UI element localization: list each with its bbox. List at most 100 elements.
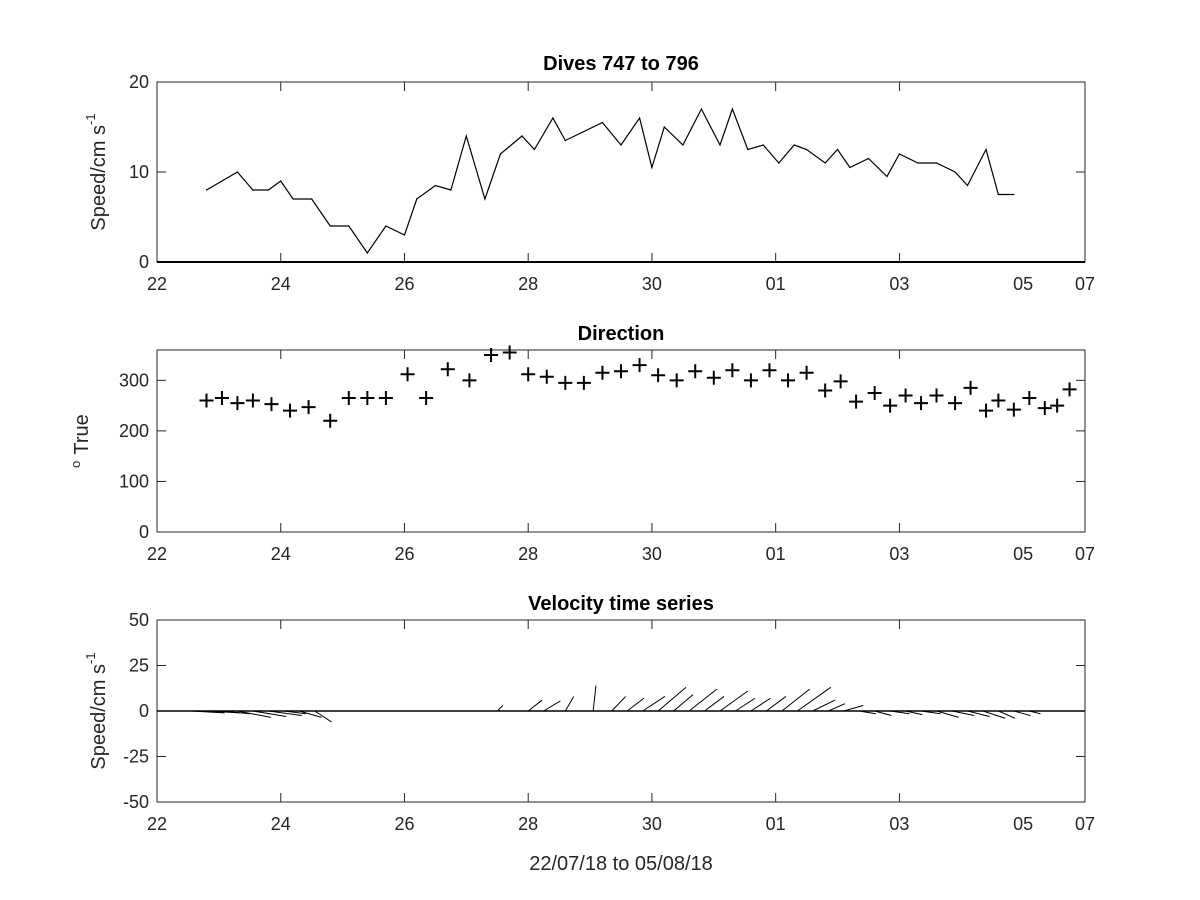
panel1-line-point: [385, 225, 387, 227]
panel2-marker-plus: [1062, 382, 1077, 397]
panel3-xtick-label: 07: [1075, 814, 1095, 834]
panel3-velocity-stick: [673, 694, 694, 712]
panel2-marker-plus: [1022, 391, 1037, 406]
panel3-ytick-label: 50: [129, 610, 149, 630]
panel1-line-point: [292, 198, 294, 200]
panel2-marker-plus: [360, 391, 375, 406]
panel3-velocity-stick: [859, 710, 876, 715]
panel3-ytick-label: -50: [123, 792, 149, 812]
panel3-title: Velocity time series: [528, 593, 714, 615]
panel1-line-point: [638, 117, 641, 119]
panel1-line-point: [747, 148, 749, 151]
panel2-marker-plus: [245, 393, 260, 408]
panel2-marker-plus: [1006, 402, 1021, 417]
panel1-line-point: [583, 130, 585, 133]
panel3-velocity-stick: [592, 685, 597, 712]
panel3-velocity-stick: [704, 696, 725, 712]
panel2-marker-plus: [1037, 401, 1052, 416]
panel1-line-point: [552, 117, 554, 119]
panel1-ylabel-sup: -1: [83, 113, 98, 125]
panel1-ylabel: Speed/cm s-1: [83, 113, 110, 230]
panel2-marker-plus: [341, 391, 356, 406]
panel3-velocity-stick: [797, 686, 832, 712]
panel1-axes-frame: [156, 81, 1086, 263]
panel3-velocity-stick: [719, 690, 749, 712]
panel1-ytick-label: 0: [139, 252, 149, 272]
panel1-line-point: [793, 144, 795, 146]
panel3-velocity-stick: [237, 710, 271, 718]
panel2-marker-plus: [400, 367, 415, 382]
panel1-line-point: [731, 108, 733, 110]
panel3-velocity-stick: [496, 705, 504, 712]
panel2-ytick-label: 300: [119, 370, 149, 390]
panel2-marker-plus: [484, 348, 499, 363]
panel2-marker-plus: [378, 391, 393, 406]
panel1-xtick-label: 26: [394, 274, 414, 294]
panel1-line-point: [564, 139, 566, 142]
panel2-marker-plus: [725, 363, 740, 378]
panel2-marker-plus: [521, 367, 536, 382]
panel1-line-point: [366, 252, 368, 254]
panel1-xtick-label: 22: [147, 274, 167, 294]
panel2-marker-plus: [264, 397, 279, 412]
panel1-line-point: [836, 148, 839, 151]
panel1-line-point: [651, 166, 653, 169]
panel1-line-point: [917, 162, 919, 164]
panel2-marker-plus: [539, 369, 554, 384]
panel1-xtick-label: 28: [518, 274, 538, 294]
panel3-velocity-stick: [299, 710, 322, 718]
panel2-xtick-label: 05: [1013, 544, 1033, 564]
panel3-ytick-label: 0: [139, 701, 149, 721]
panel3-xtick-label: 30: [642, 814, 662, 834]
panel1-line-point: [450, 189, 452, 191]
panel3-xtick-label: 05: [1013, 814, 1033, 834]
panel1-xtick-label: 05: [1013, 274, 1033, 294]
panel2-marker-plus: [301, 400, 316, 415]
panel2-xtick-label: 22: [147, 544, 167, 564]
panel1-line-point: [499, 153, 501, 155]
panel2-ytick-label: 200: [119, 421, 149, 441]
panel1-line-point: [465, 135, 467, 137]
panel1-ylabel-text: Speed/cm s: [88, 125, 110, 231]
panel2-marker-plus: [1050, 398, 1065, 413]
panel3-ytick-label: 25: [129, 656, 149, 676]
panel2-marker-plus: [849, 394, 864, 409]
panel3-velocity-stick: [812, 699, 836, 712]
panel1-ytick-label: 20: [129, 72, 149, 92]
panel3-velocity-stick: [781, 688, 811, 712]
panel2-marker-plus: [991, 393, 1006, 408]
panel3-velocity-stick: [998, 710, 1016, 719]
panel2-marker-plus: [948, 396, 963, 411]
panel2-marker-plus: [781, 373, 796, 388]
panel2-marker-plus: [883, 398, 898, 413]
panel1-line-point: [886, 175, 888, 178]
panel2-marker-plus: [502, 345, 517, 360]
panel1-xtick-label: 24: [271, 274, 291, 294]
panel3-velocity-stick: [936, 710, 959, 718]
panel1-line-point: [311, 198, 313, 200]
panel3-xlabel: 22/07/18 to 05/08/18: [529, 853, 713, 875]
panel2-axes-frame: [156, 349, 1086, 533]
panel2-marker-plus: [214, 391, 229, 406]
panel2-title: Direction: [578, 323, 665, 345]
panel1-line-point: [329, 225, 331, 227]
panel1-xtick-label: 03: [889, 274, 909, 294]
panel2-marker-plus: [762, 363, 777, 378]
panel2-marker-plus: [669, 373, 684, 388]
panel3-velocity-stick: [920, 710, 941, 715]
panel2-marker-plus: [558, 375, 573, 390]
panel2-marker-plus: [419, 391, 434, 406]
panel1-line-point: [1013, 193, 1015, 196]
panel1-line-point: [280, 180, 282, 182]
panel1-line-point: [484, 198, 486, 200]
panel2-xtick-label: 26: [394, 544, 414, 564]
panel3-velocity-stick: [283, 710, 307, 715]
panel3-xtick-label: 01: [766, 814, 786, 834]
panel1-line-point: [682, 144, 684, 146]
panel3-velocity-stick: [314, 710, 332, 723]
panel3-velocity-stick: [905, 710, 923, 716]
panel2-xtick-label: 30: [642, 544, 662, 564]
panel2-marker-plus: [230, 396, 245, 411]
panel2-marker-plus: [688, 364, 703, 379]
panel3-velocity-stick: [982, 710, 1006, 719]
